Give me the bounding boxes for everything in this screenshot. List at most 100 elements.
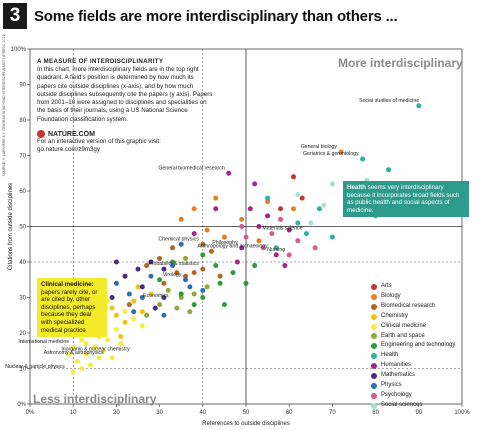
- data-point: [139, 295, 145, 300]
- data-point: [187, 309, 193, 315]
- data-point: [221, 302, 227, 308]
- data-point: [226, 170, 232, 176]
- data-point: [221, 234, 227, 240]
- data-point: [148, 273, 154, 279]
- data-point: [100, 348, 106, 354]
- legend-swatch: [371, 392, 377, 399]
- x-tick-label: 60: [286, 410, 293, 416]
- data-point: [291, 174, 297, 180]
- data-point: [295, 192, 301, 198]
- clinical-callout-lead: Clinical medicine:: [41, 281, 94, 288]
- data-point: [200, 295, 206, 300]
- data-point: [92, 344, 98, 350]
- data-point: [79, 337, 85, 343]
- data-point: [126, 291, 132, 297]
- nature-logo[interactable]: NATURE.COM: [37, 130, 213, 139]
- x-tick-label: 100%: [454, 410, 470, 416]
- legend-label: Chemistry: [381, 312, 409, 319]
- y-tick-label: 90: [19, 83, 26, 89]
- data-point: [170, 263, 176, 269]
- legend-item: Biomedical research: [371, 302, 455, 312]
- x-tick-label: 70: [329, 410, 336, 416]
- legend-label: Humanities: [381, 362, 412, 369]
- data-point: [66, 351, 72, 357]
- data-point: [191, 231, 197, 237]
- y-tick-label: 20: [19, 331, 26, 337]
- data-point: [213, 195, 219, 201]
- x-axis-label: References to outside disciplines: [202, 421, 290, 427]
- legend-item: Psychology: [371, 391, 455, 401]
- data-point: [174, 270, 180, 276]
- data-point: [109, 355, 115, 361]
- data-point: [131, 309, 137, 315]
- data-point: [278, 206, 284, 212]
- health-callout: Health seems very interdisciplinary beca…: [343, 181, 469, 218]
- data-point: [234, 259, 240, 265]
- data-point: [131, 298, 137, 304]
- legend-label: Engineering and technology: [381, 342, 456, 349]
- data-point: [113, 280, 119, 286]
- data-point: [96, 355, 102, 361]
- y-tick-label: 0%: [17, 402, 26, 408]
- data-point: [165, 287, 171, 293]
- data-point: [70, 369, 76, 375]
- data-point: [70, 344, 76, 350]
- legend-label: Arts: [381, 283, 392, 289]
- data-point: [131, 316, 137, 322]
- point-annotation: Materials science: [262, 226, 302, 232]
- legend-swatch: [371, 373, 377, 380]
- legend-label: Biology: [381, 292, 401, 299]
- legend-label: Physics: [381, 382, 402, 389]
- data-point: [178, 291, 184, 297]
- data-point: [239, 216, 245, 222]
- data-point: [118, 341, 124, 347]
- data-point: [239, 224, 245, 229]
- data-point: [183, 255, 189, 261]
- data-point: [252, 181, 258, 187]
- data-point: [113, 312, 119, 318]
- measure-body: In this chart, more interdisciplinary fi…: [37, 66, 213, 123]
- legend-label: Biomedical research: [381, 302, 436, 309]
- legend-item: Social sciences: [371, 401, 455, 411]
- data-point: [148, 291, 154, 297]
- data-point: [299, 195, 305, 201]
- data-point: [187, 284, 193, 290]
- clinical-callout-text: papers rarely cite, or are cited by, oth…: [41, 288, 98, 334]
- data-point: [295, 238, 301, 244]
- health-callout-lead: Health: [347, 184, 366, 191]
- legend-swatch: [371, 293, 377, 300]
- data-point: [265, 195, 271, 201]
- data-point: [416, 103, 422, 109]
- interactive-link[interactable]: For an interactive version of this graph…: [37, 138, 161, 154]
- data-point: [161, 312, 167, 318]
- point-annotation: Astronomy & astrophysics: [44, 350, 104, 356]
- data-point: [217, 280, 223, 286]
- x-tick-label: 0%: [26, 410, 35, 416]
- data-point: [113, 326, 119, 332]
- data-point: [208, 248, 214, 254]
- data-point: [230, 270, 236, 276]
- legend-swatch: [371, 353, 377, 360]
- data-point: [183, 277, 189, 283]
- data-point: [239, 245, 245, 251]
- legend-label: Clinical medicine: [381, 322, 427, 329]
- less-interdisciplinary-label: Less interdisciplinary: [33, 392, 157, 406]
- data-point: [256, 224, 262, 229]
- data-point: [109, 295, 115, 300]
- data-point: [243, 280, 249, 286]
- data-point: [200, 241, 206, 247]
- x-tick-label: 10: [70, 410, 77, 416]
- data-point: [144, 312, 150, 318]
- data-point: [139, 284, 145, 290]
- measure-heading: A MEASURE OF INTERDISCIPLINARITY: [37, 58, 164, 65]
- data-point: [139, 323, 145, 329]
- point-annotation: Geriatrics & gerontology: [303, 151, 359, 157]
- data-point: [312, 245, 318, 251]
- legend-item: Chemistry: [371, 312, 455, 322]
- data-point: [135, 266, 141, 272]
- legend-swatch: [371, 343, 377, 350]
- legend-swatch: [371, 402, 377, 409]
- chart-headline: Some fields are more interdisciplinary t…: [34, 8, 398, 25]
- legend-item: Engineering and technology: [371, 341, 455, 351]
- data-point: [282, 263, 288, 269]
